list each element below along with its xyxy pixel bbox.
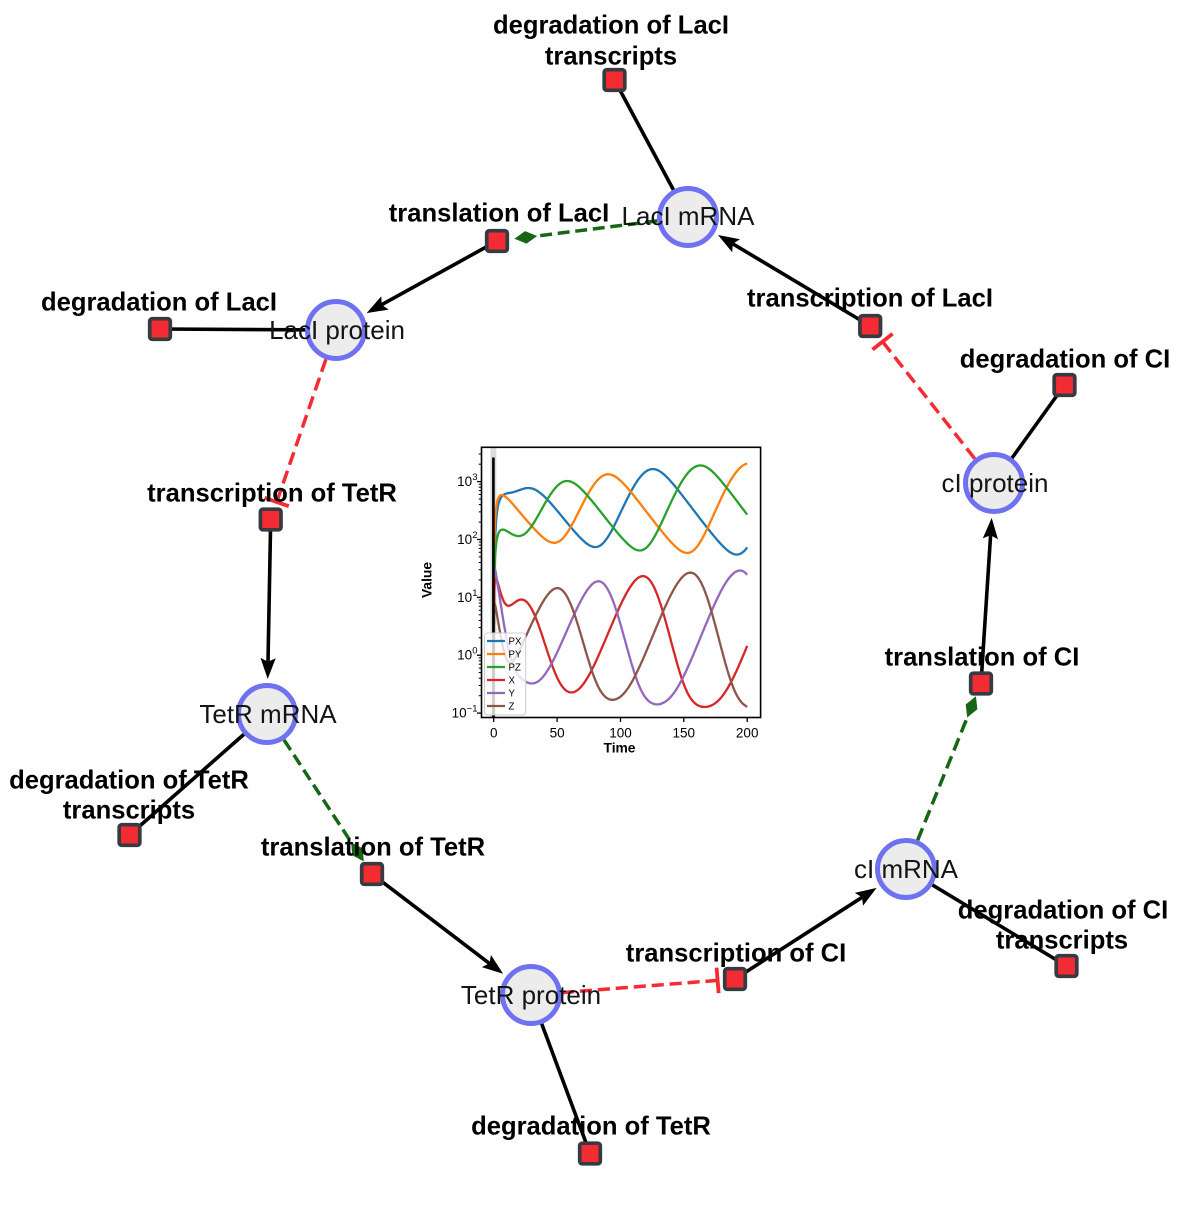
svg-text:150: 150 xyxy=(673,726,696,741)
svg-text:degradation of CI: degradation of CI xyxy=(960,346,1170,374)
svg-text:X: X xyxy=(509,675,516,686)
svg-text:transcription of TetR: transcription of TetR xyxy=(147,480,397,508)
svg-text:LacI mRNA: LacI mRNA xyxy=(622,201,756,231)
svg-text:degradation of TetR: degradation of TetR xyxy=(471,1113,711,1141)
svg-text:LacI protein: LacI protein xyxy=(269,315,405,345)
svg-text:transcripts: transcripts xyxy=(63,797,195,825)
svg-text:cI protein: cI protein xyxy=(942,468,1049,498)
svg-text:0: 0 xyxy=(490,726,498,741)
svg-text:transcription of CI: transcription of CI xyxy=(626,940,846,968)
svg-text:100: 100 xyxy=(609,726,632,741)
svg-text:PX: PX xyxy=(509,636,522,647)
svg-text:PZ: PZ xyxy=(509,662,521,673)
svg-text:transcription of LacI: transcription of LacI xyxy=(747,285,993,313)
svg-text:200: 200 xyxy=(736,726,759,741)
svg-text:translation of TetR: translation of TetR xyxy=(261,834,485,862)
svg-text:transcripts: transcripts xyxy=(545,43,677,71)
svg-text:Value: Value xyxy=(420,562,435,598)
svg-text:Y: Y xyxy=(509,688,516,699)
svg-text:degradation of LacI: degradation of LacI xyxy=(41,289,277,317)
svg-text:degradation of CI: degradation of CI xyxy=(958,897,1168,925)
svg-text:translation of LacI: translation of LacI xyxy=(389,200,609,228)
svg-text:translation of CI: translation of CI xyxy=(885,644,1080,672)
svg-text:PY: PY xyxy=(509,649,522,660)
svg-text:50: 50 xyxy=(550,726,565,741)
svg-text:degradation of LacI: degradation of LacI xyxy=(493,12,729,40)
svg-text:Time: Time xyxy=(604,741,636,756)
svg-text:Z: Z xyxy=(509,701,515,712)
svg-text:degradation of TetR: degradation of TetR xyxy=(9,767,249,795)
svg-text:cI mRNA: cI mRNA xyxy=(854,854,959,884)
svg-text:transcripts: transcripts xyxy=(996,927,1128,955)
svg-text:TetR mRNA: TetR mRNA xyxy=(199,699,337,729)
svg-text:TetR protein: TetR protein xyxy=(461,980,601,1010)
